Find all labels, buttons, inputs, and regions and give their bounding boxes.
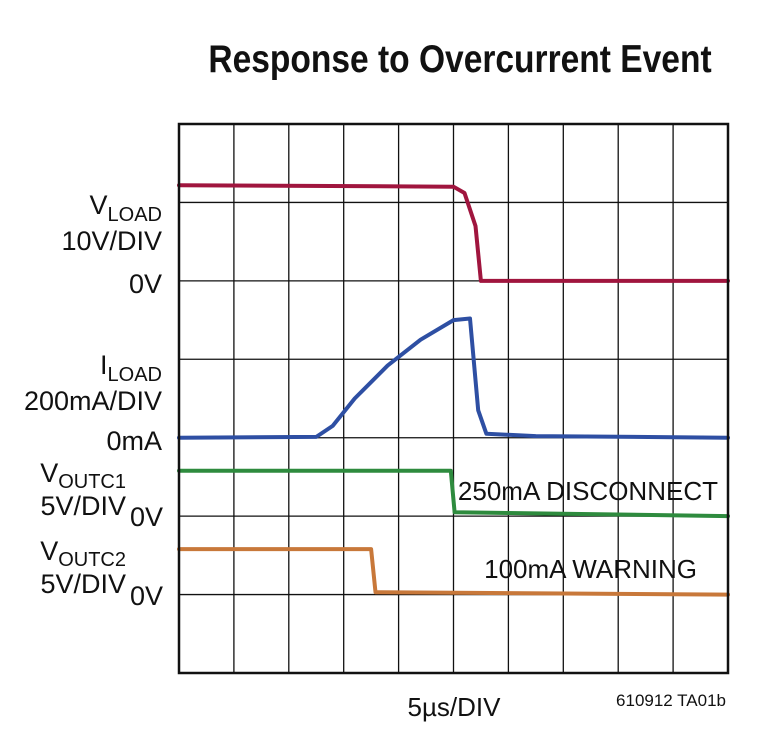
chart-title: Response to Overcurrent Event: [208, 38, 712, 81]
trace-2-label: ILOAD: [100, 350, 162, 386]
plot-frame: [177, 122, 730, 675]
trace-1-subscript: LOAD: [108, 204, 162, 226]
trace-2-symbol: I: [100, 350, 108, 380]
trace-4-line: [177, 547, 730, 597]
trace-2-zero-label: 0mA: [106, 426, 162, 456]
trace-4-symbol: V: [40, 536, 58, 566]
trace-4-label: VOUTC2: [40, 536, 126, 571]
figure-footnote: 610912 TA01b: [616, 691, 726, 710]
warning-annotation: 100mA WARNING: [484, 554, 697, 584]
trace-4-zero-label: 0V: [130, 581, 163, 611]
trace-4-subscript: OUTC2: [58, 549, 126, 571]
trace-1-label: VLOAD: [90, 190, 162, 226]
trace-3-symbol: V: [40, 458, 58, 488]
x-scale-label: 5µs/DIV: [407, 692, 501, 722]
trace-3-subscript: OUTC1: [58, 471, 126, 493]
trace-1-zero-label: 0V: [129, 269, 162, 299]
traces: [177, 183, 730, 597]
trace-1-scale: 10V/DIV: [61, 226, 162, 256]
trace-3-scale: 5V/DIV: [40, 491, 126, 521]
trace-4-scale: 5V/DIV: [40, 569, 126, 599]
trace-2-subscript: LOAD: [108, 364, 162, 386]
trace-2-line: [177, 316, 730, 440]
trace-3-line: [177, 468, 730, 519]
trace-1-symbol: V: [90, 190, 108, 220]
trace-3-zero-label: 0V: [130, 502, 163, 532]
trace-2-scale: 200mA/DIV: [24, 386, 162, 416]
trace-1-line: [177, 183, 730, 283]
trace-3-label: VOUTC1: [40, 458, 126, 493]
grid: [179, 124, 728, 673]
disconnect-annotation: 250mA DISCONNECT: [458, 476, 718, 506]
